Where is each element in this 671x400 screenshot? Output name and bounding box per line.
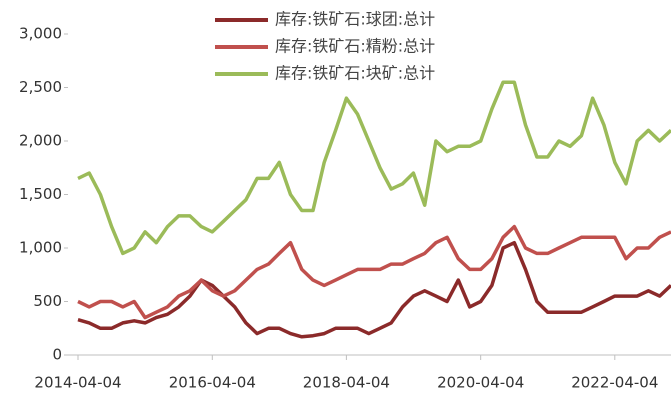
series-line [77, 224, 671, 320]
legend-label: 库存:铁矿石:块矿:总计 [275, 64, 435, 83]
x-tick-label: 2022-04-04 [571, 374, 658, 392]
x-tick-label: 2016-04-04 [169, 374, 256, 392]
y-tick-label: 0 [52, 346, 62, 364]
x-tick-label: 2020-04-04 [437, 374, 524, 392]
x-tick-label: 2018-04-04 [303, 374, 390, 392]
y-tick-label: 500 [33, 292, 62, 310]
y-tick-label: 1,000 [19, 239, 62, 257]
y-tick-label: 2,000 [19, 132, 62, 150]
y-tick-label: 1,500 [19, 185, 62, 203]
x-tick-label: 2014-04-04 [34, 374, 121, 392]
y-tick-label: 2,500 [19, 78, 62, 96]
legend-label: 库存:铁矿石:球团:总计 [275, 10, 435, 29]
y-tick-label: 3,000 [19, 25, 62, 43]
series-line [77, 80, 671, 256]
legend-label: 库存:铁矿石:精粉:总计 [275, 37, 435, 56]
series-line [77, 240, 671, 339]
